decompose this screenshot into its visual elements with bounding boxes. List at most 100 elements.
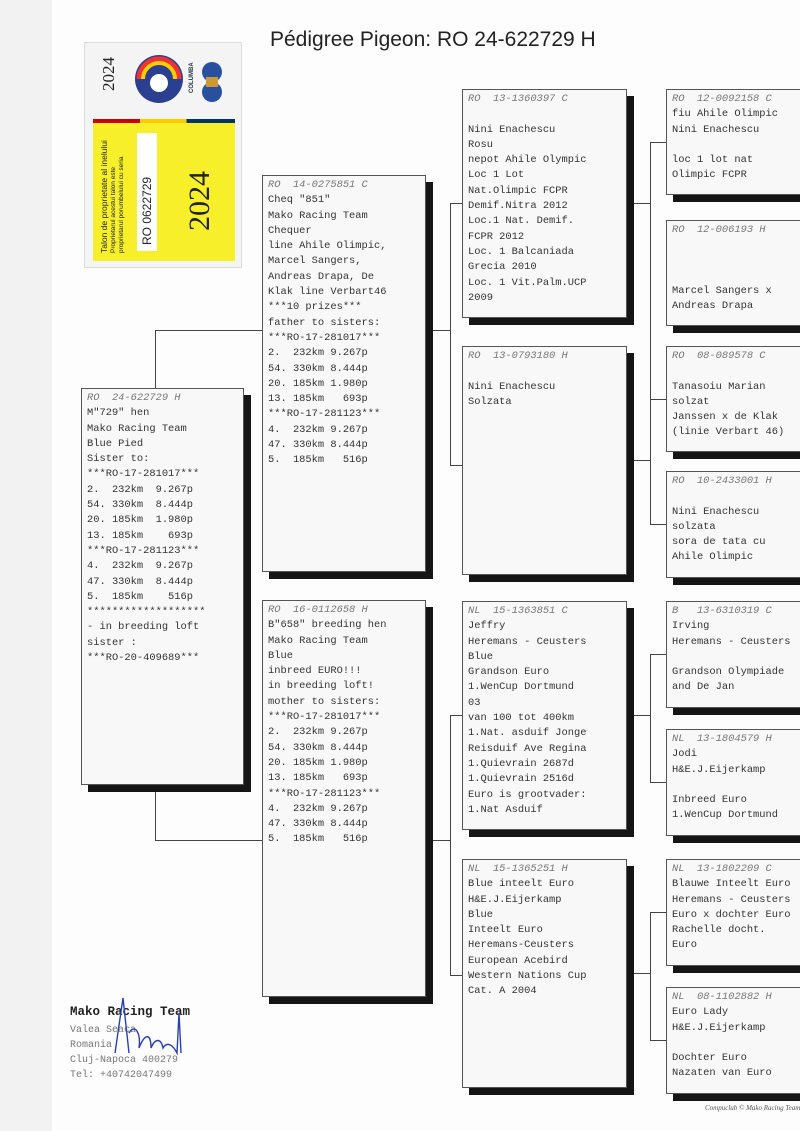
pedigree-line xyxy=(672,778,800,793)
pedigree-line: Nini Enachescu xyxy=(468,123,556,136)
pedigree-line: mother to sisters: xyxy=(268,695,381,708)
pedigree-box-sd[interactable]: RO 13-0793180 H Nini Enachescu Solzata xyxy=(462,346,627,575)
pedigree-line xyxy=(468,107,621,122)
connector-line xyxy=(450,975,462,976)
pedigree-line: Demif.Nitra 2012 xyxy=(468,200,568,213)
pedigree-line: 4. 232km 9.267p xyxy=(87,560,194,573)
pedigree-line: 47. 330km 8.444p xyxy=(268,439,368,452)
ring-number: NL 13-1802209 C xyxy=(672,863,772,875)
pedigree-line: Mako Racing Team xyxy=(87,422,187,435)
federation-logo-icon xyxy=(202,62,222,102)
pedigree-line: 20. 185km 1.980p xyxy=(87,514,194,527)
pedigree-box-dam[interactable]: RO 16-0112658 H B"658" breeding hen Mako R… xyxy=(262,600,426,997)
connector-line xyxy=(634,715,650,716)
pedigree-line: Blue inteelt Euro xyxy=(468,878,575,891)
pedigree-line: loc 1 lot nat xyxy=(672,154,754,167)
ring-number: RO 13-1360397 C xyxy=(468,93,568,105)
label-text-2: Proprietarul acestui talon este xyxy=(110,167,117,253)
pedigree-line xyxy=(468,364,621,379)
ring-year: 2024 xyxy=(99,57,118,91)
pedigree-line: father to sisters: xyxy=(268,316,381,329)
pedigree-box-sss[interactable]: RO 12-0092158 C fiu Ahile Olimpic Nini Ena… xyxy=(666,89,800,195)
pedigree-box-sire[interactable]: RO 14-0275851 C Cheq "851" Mako Racing Tea… xyxy=(262,175,426,572)
pedigree-line: 47. 330km 8.444p xyxy=(268,818,368,831)
pedigree-line: 20. 185km 1.980p xyxy=(268,377,368,390)
pedigree-box-dd[interactable]: NL 15-1365251 H Blue inteelt Euro H&E.J.Ei… xyxy=(462,859,627,1088)
pedigree-line: Blue xyxy=(268,649,293,662)
pedigree-line: Mako Racing Team xyxy=(268,209,368,222)
phone-line: Tel: +40742047499 xyxy=(70,1070,173,1081)
breeder-name: Mako Racing Team xyxy=(70,1005,191,1019)
pedigree-line: 2. 232km 9.267p xyxy=(268,347,368,360)
pedigree-line: Solzata xyxy=(468,395,512,408)
pedigree-line: 2. 232km 9.267p xyxy=(268,726,368,739)
pedigree-line: 2009 xyxy=(468,291,493,304)
pedigree-line: Janssen x de Klak xyxy=(672,411,779,424)
connector-line xyxy=(650,142,651,399)
connector-line xyxy=(155,840,262,841)
pedigree-line: 5. 185km 516p xyxy=(268,454,368,467)
pedigree-line: 1.WenCup Dortmund xyxy=(468,681,575,694)
pedigree-box-dds[interactable]: NL 13-1802209 C Blauwe Inteelt Euro Herema… xyxy=(666,859,800,966)
pedigree-line xyxy=(672,650,800,665)
pedigree-box-ss[interactable]: RO 13-1360397 C Nini Enachescu Rosu nepot A… xyxy=(462,89,627,318)
pedigree-line xyxy=(672,138,800,153)
ring-number: B 13-6310319 C xyxy=(672,605,772,617)
pedigree-line: 54. 330km 8.444p xyxy=(87,499,194,512)
pedigree-line: Tanasoiu Marian xyxy=(672,380,766,393)
pedigree-line: Euro Lady xyxy=(672,1006,729,1019)
pedigree-box-sdd[interactable]: RO 10-2433001 H Nini Enachescu solzata sora… xyxy=(666,471,800,578)
ring-number: RO 12-006193 H xyxy=(672,224,766,236)
pedigree-line: Euro is grootvader: xyxy=(468,788,587,801)
ring-number: RO 10-2433001 H xyxy=(672,475,772,487)
pedigree-line: H&E.J.Eijerkamp xyxy=(672,763,766,776)
pedigree-line: 1.Quievrain 2516d xyxy=(468,773,575,786)
pedigree-box-subject[interactable]: RO 24-622729 H M"729" hen Mako Racing Team… xyxy=(81,388,244,785)
pedigree-line: Euro x dochter Euro xyxy=(672,908,791,921)
pedigree-box-ds[interactable]: NL 15-1363851 C Jeffry Heremans - Ceusters… xyxy=(462,601,627,830)
pedigree-line: Nini Enachescu xyxy=(468,380,556,393)
address-line: Romania xyxy=(70,1040,113,1051)
pedigree-line: and De Jan xyxy=(672,681,735,694)
ring-number: NL 15-1365251 H xyxy=(468,863,568,875)
pedigree-line: (linie Verbart 46) xyxy=(672,426,785,439)
ring-label-yellow: Talon de proprietate al inelului Proprie… xyxy=(93,123,235,261)
pedigree-line: Grandson Olympiade xyxy=(672,666,785,679)
ring-number: NL 13-1804579 H xyxy=(672,733,772,745)
pedigree-line: Loc. 1 Balcaniada xyxy=(468,245,575,258)
address-line: Cluj-Napoca 400279 xyxy=(70,1055,179,1066)
pedigree-line: 1.Quievrain 2687d xyxy=(468,757,575,770)
pedigree-line: 2. 232km 9.267p xyxy=(87,483,194,496)
label-text-3: proprietarul porumbelului cu seria xyxy=(118,156,125,253)
pedigree-box-sds[interactable]: RO 08-089578 C Tanasoiu Marian solzat Janss… xyxy=(666,346,800,452)
pedigree-line: Mako Racing Team xyxy=(268,634,368,647)
ring-number: RO 08-089578 C xyxy=(672,350,766,362)
pedigree-line: - in breeding loft xyxy=(87,621,200,634)
ring-number: RO 16-0112658 H xyxy=(268,604,368,616)
pedigree-line: ***RO-17-281123*** xyxy=(268,787,381,800)
connector-line xyxy=(155,330,262,331)
pedigree-line: Rosu xyxy=(468,138,493,151)
brand-text: COLUMBA xyxy=(189,62,195,93)
pedigree-line: 13. 185km 693p xyxy=(87,529,194,542)
connector-line xyxy=(634,203,650,204)
pedigree-box-dss[interactable]: B 13-6310319 C Irving Heremans - Ceusters G… xyxy=(666,601,800,708)
connector-line xyxy=(426,840,450,841)
pedigree-line: 13. 185km 693p xyxy=(268,393,368,406)
connector-line xyxy=(650,654,666,655)
tricolor-stripe xyxy=(93,119,235,125)
pedigree-line: 5. 185km 516p xyxy=(268,833,368,846)
pedigree-line: ***RO-17-281123*** xyxy=(87,544,200,557)
pedigree-line: Blauwe Inteelt Euro xyxy=(672,878,791,891)
pedigree-line: Klak line Verbart46 xyxy=(268,286,387,299)
pedigree-box-ddd[interactable]: NL 08-1102882 H Euro Lady H&E.J.Eijerkamp D… xyxy=(666,987,800,1094)
pedigree-line: B"658" breeding hen xyxy=(268,619,387,632)
pedigree-line: Loc 1 Lot xyxy=(468,169,525,182)
connector-line xyxy=(634,973,650,974)
pedigree-line: Cheq "851" xyxy=(268,194,331,207)
connector-line xyxy=(650,142,666,143)
pedigree-box-dsd[interactable]: NL 13-1804579 H Jodi H&E.J.Eijerkamp Inbree… xyxy=(666,729,800,836)
pedigree-box-ssd[interactable]: RO 12-006193 H Marcel Sangers x Andreas Dr… xyxy=(666,220,800,326)
ring-number: RO 13-0793180 H xyxy=(468,350,568,362)
